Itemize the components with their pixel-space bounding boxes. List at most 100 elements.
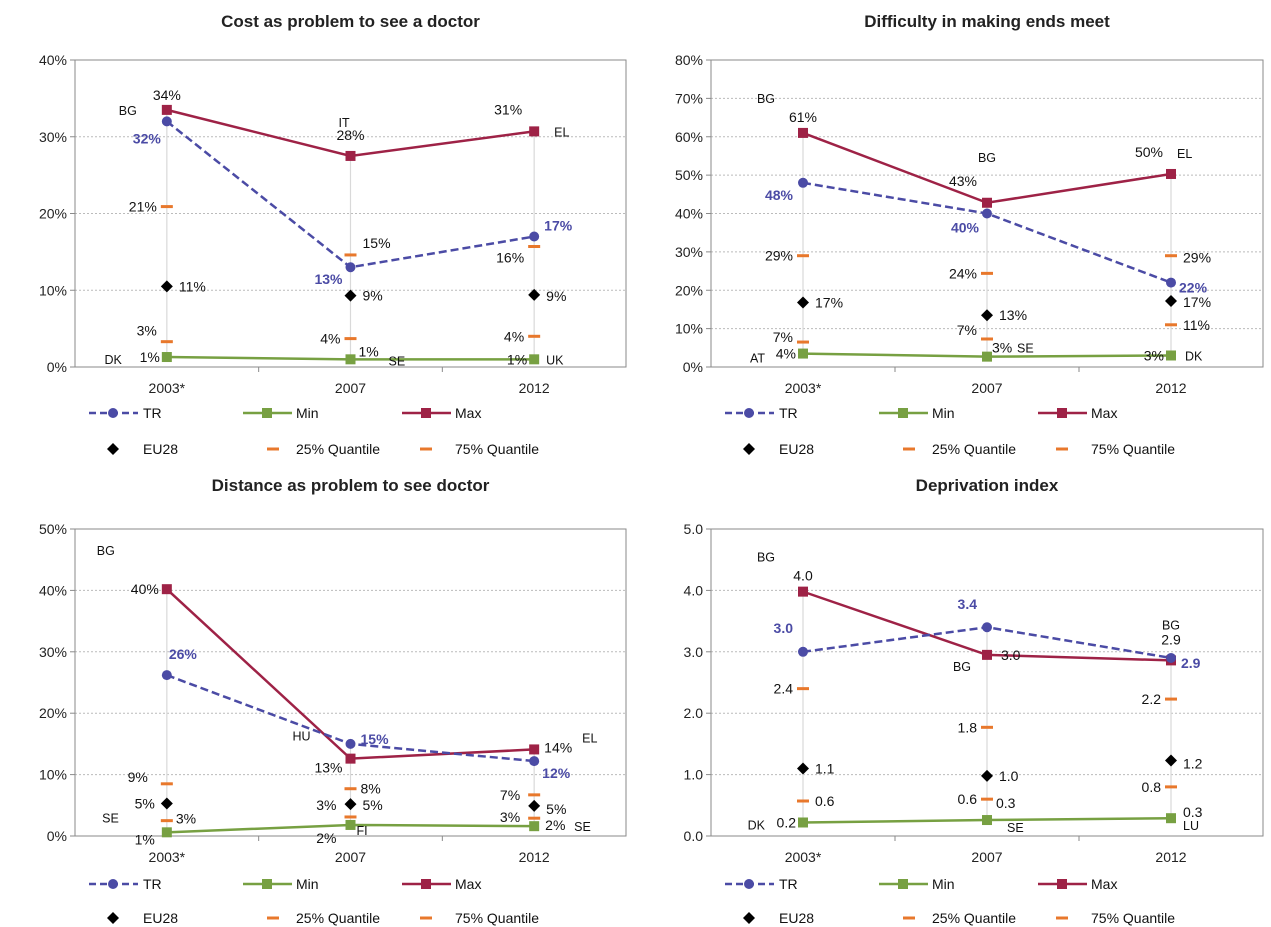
q75-marker	[344, 787, 357, 791]
y-tick-label: 5.0	[684, 521, 704, 537]
max-data-label: 40%	[131, 581, 159, 597]
min-data-label: 0.2	[777, 814, 797, 830]
max-marker	[982, 197, 992, 208]
chart-title: Deprivation index	[916, 476, 1059, 495]
max-country-label: BG	[97, 544, 115, 558]
q25-marker	[528, 334, 541, 338]
x-tick-label: 2012	[519, 380, 550, 396]
q25-data-label: 0.8	[1142, 779, 1162, 795]
legend-min-label: Min	[932, 405, 955, 421]
y-tick-label: 20%	[675, 282, 703, 298]
legend-min-swatch-marker	[262, 408, 272, 418]
max-marker	[529, 126, 540, 137]
max-marker	[161, 584, 172, 595]
tr-data-label: 17%	[544, 218, 573, 234]
max-data-label: 34%	[153, 87, 181, 103]
eu28-data-label: 1.0	[999, 768, 1019, 784]
eu28-data-label: 9%	[546, 288, 566, 304]
legend-q25-swatch	[903, 916, 915, 920]
q75-data-label: 2.2	[1142, 691, 1162, 707]
chart-deprivation-index: Deprivation index 0.0 1.0 2.0 3.0 4.0 5.0 2003*…	[636, 464, 1271, 927]
x-tick-label: 2003*	[785, 849, 822, 865]
tr-data-label: 13%	[314, 271, 343, 287]
max-country-label: HU	[292, 730, 310, 744]
max-data-label: 2.9	[1161, 631, 1181, 647]
eu28-marker	[344, 798, 357, 811]
legend-q75-swatch	[1056, 916, 1068, 920]
x-tick-label: 2003*	[149, 380, 186, 396]
q75-data-label: 29%	[765, 248, 793, 264]
y-tick-label: 80%	[675, 52, 703, 68]
y-tick-label: 10%	[39, 767, 67, 783]
chart-cost-doctor: Cost as problem to see a doctor 0% 10% 20% 3…	[0, 0, 635, 463]
q75-data-label: 29%	[1183, 250, 1211, 266]
plot-area-border	[74, 528, 627, 837]
y-tick-label: 3.0	[684, 644, 704, 660]
y-tick-label: 4.0	[684, 582, 704, 598]
q25-data-label: 7%	[957, 322, 977, 338]
min-data-label: 1%	[135, 831, 155, 847]
tr-marker	[982, 622, 992, 633]
eu28-data-label: 17%	[1183, 294, 1211, 310]
max-marker	[798, 586, 808, 597]
max-marker	[345, 150, 356, 161]
legend-min-label: Min	[932, 876, 955, 892]
y-tick-label: 20%	[39, 206, 67, 222]
legend-tr-swatch-marker	[108, 408, 118, 418]
legend-q25-label: 25% Quantile	[296, 910, 380, 926]
min-country-label: SE	[574, 820, 591, 834]
q25-data-label: 0.6	[958, 791, 978, 807]
max-marker	[529, 744, 540, 755]
min-marker	[161, 352, 172, 363]
q75-data-label: 16%	[496, 250, 524, 266]
max-country-label: BG	[1162, 618, 1180, 632]
x-tick-label: 2007	[335, 380, 366, 396]
x-tick-label: 2012	[519, 849, 550, 865]
legend: TR Min Max EU28 25% Quantile 75% Quantile	[89, 876, 539, 926]
q25-marker	[160, 340, 173, 344]
min-data-label: 2%	[316, 830, 336, 846]
min-country-label: SE	[389, 354, 406, 368]
eu28-marker	[1165, 294, 1177, 307]
q75-marker	[160, 782, 173, 786]
legend-q75-label: 75% Quantile	[1091, 910, 1175, 926]
legend-min-swatch-marker	[262, 879, 272, 889]
max-data-label: 13%	[314, 760, 342, 776]
min-country-label: LU	[1183, 819, 1199, 833]
min-marker	[1166, 350, 1176, 361]
eu28-marker	[797, 762, 809, 775]
max-marker	[798, 127, 808, 138]
max-data-label: 3.0	[1001, 647, 1021, 663]
q25-data-label: 3%	[316, 797, 336, 813]
y-tick-label: 60%	[675, 129, 703, 145]
x-tick-label: 2003*	[785, 380, 822, 396]
max-marker	[161, 104, 172, 115]
legend-q75-label: 75% Quantile	[1091, 441, 1175, 457]
x-tick-label: 2003*	[149, 849, 186, 865]
max-country-label: EL	[554, 125, 569, 139]
eu28-marker	[160, 797, 173, 810]
min-country-label: SE	[1007, 821, 1024, 835]
y-tick-label: 0%	[47, 828, 67, 844]
q25-data-label: 4%	[320, 331, 340, 347]
tr-marker	[161, 670, 172, 681]
tr-data-label: 32%	[133, 130, 162, 146]
max-data-label: 28%	[336, 127, 364, 143]
tr-marker	[798, 177, 808, 188]
plot-area-border	[710, 528, 1264, 837]
eu28-data-label: 1.2	[1183, 755, 1203, 771]
legend-max-label: Max	[455, 876, 481, 892]
y-tick-label: 40%	[39, 52, 67, 68]
min-country-label: UK	[546, 353, 564, 367]
y-tick-label: 40%	[675, 206, 703, 222]
chart-svg-deprivation-index: Deprivation index 0.0 1.0 2.0 3.0 4.0 5.0 2003*…	[684, 476, 1264, 926]
legend-tr-swatch-marker	[744, 408, 754, 418]
legend-q25-label: 25% Quantile	[932, 910, 1016, 926]
min-country-label: FI	[357, 824, 368, 838]
legend-tr-label: TR	[143, 405, 162, 421]
q25-marker	[1165, 785, 1177, 789]
chart-svg-distance-doctor: Distance as problem to see doctor 0% 10% 20…	[39, 476, 627, 926]
y-tick-label: 30%	[39, 644, 67, 660]
q75-marker	[797, 254, 809, 258]
